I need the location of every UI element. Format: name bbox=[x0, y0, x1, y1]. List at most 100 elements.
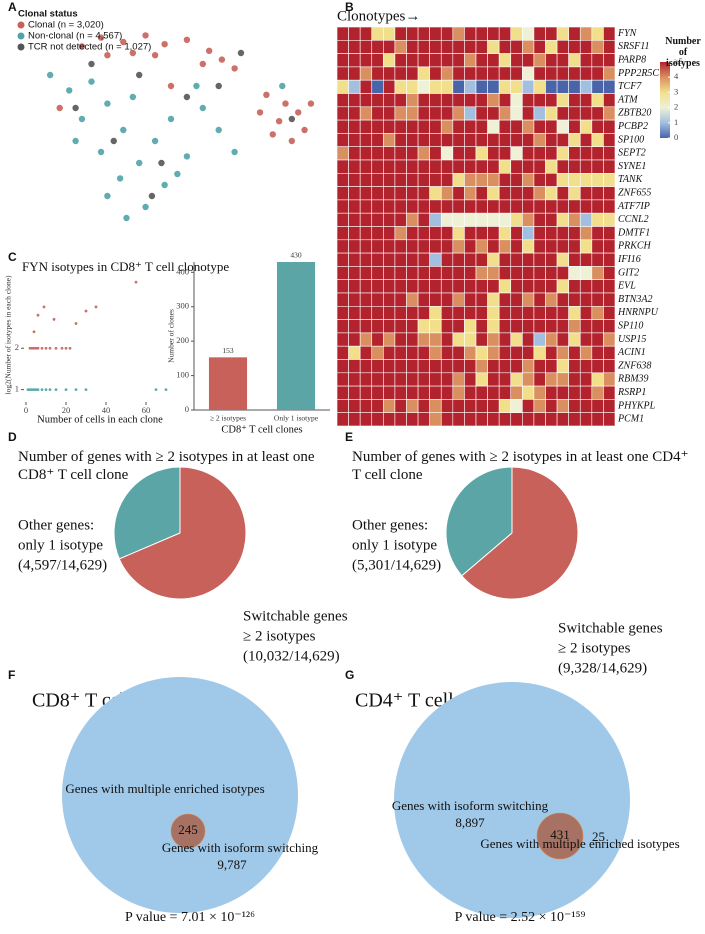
heatmap-cell bbox=[579, 93, 593, 108]
heatmap-cell bbox=[533, 345, 546, 360]
heatmap-cell bbox=[510, 359, 523, 374]
heatmap-cell bbox=[591, 372, 604, 387]
heatmap-cell bbox=[336, 399, 349, 413]
row-label: RBM39 bbox=[617, 374, 649, 385]
heatmap-cell bbox=[498, 186, 512, 201]
heatmap-cell bbox=[568, 305, 581, 320]
heatmap-cell bbox=[383, 239, 396, 254]
heatmap-cell bbox=[440, 133, 454, 147]
heatmap-cell bbox=[579, 239, 593, 254]
heatmap-cell bbox=[440, 399, 454, 413]
heatmap-cell bbox=[371, 399, 384, 413]
heatmap-cell bbox=[475, 173, 488, 187]
point bbox=[295, 109, 302, 116]
heatmap-cell bbox=[498, 39, 512, 54]
heatmap-cell bbox=[348, 133, 361, 147]
heatmap-cell bbox=[533, 133, 546, 147]
heatmap-cell bbox=[464, 173, 477, 187]
heatmap-cell bbox=[336, 319, 349, 334]
y-tick-label: 200 bbox=[176, 335, 189, 345]
heatmap-cell bbox=[533, 159, 546, 174]
slice-label: only 1 isotype bbox=[352, 537, 437, 553]
point bbox=[129, 49, 137, 57]
heatmap-cell bbox=[510, 252, 523, 267]
set-circle bbox=[62, 677, 298, 913]
heatmap-cell bbox=[556, 345, 569, 360]
heatmap-cell bbox=[383, 319, 396, 334]
heatmap-cell bbox=[406, 385, 419, 400]
heatmap-cell bbox=[591, 319, 604, 334]
heatmap-cell bbox=[440, 359, 454, 374]
heatmap-cell bbox=[452, 279, 465, 294]
heatmap-cell bbox=[348, 266, 361, 280]
heatmap-cell bbox=[348, 252, 361, 267]
heatmap-cell bbox=[487, 345, 500, 360]
heatmap-cell bbox=[371, 266, 384, 280]
heatmap-cell bbox=[348, 359, 361, 374]
heatmap-cell bbox=[579, 79, 593, 94]
heatmap-cell bbox=[429, 292, 442, 307]
heatmap-cell bbox=[591, 266, 604, 280]
y-axis-label: Number of clones bbox=[167, 309, 176, 363]
heatmap-cell bbox=[394, 53, 407, 68]
point bbox=[301, 126, 308, 134]
heatmap-cell bbox=[498, 93, 512, 108]
heatmap-cell bbox=[452, 146, 465, 161]
heatmap-cell bbox=[464, 412, 477, 427]
point bbox=[256, 109, 264, 116]
heatmap-cell bbox=[383, 292, 396, 307]
heatmap-cell bbox=[487, 385, 500, 400]
heatmap-cell bbox=[452, 252, 465, 267]
heatmap-cell bbox=[348, 399, 361, 413]
heatmap-cell bbox=[545, 26, 558, 41]
heatmap-cell bbox=[545, 133, 558, 147]
heatmap-cell bbox=[603, 332, 616, 347]
heatmap-cell bbox=[568, 279, 581, 294]
heatmap-cell bbox=[510, 173, 523, 187]
heatmap-cell bbox=[383, 252, 396, 267]
heatmap-cell bbox=[498, 146, 512, 161]
heatmap-cell bbox=[452, 106, 465, 121]
point bbox=[164, 388, 168, 391]
heatmap-cell bbox=[522, 212, 535, 227]
heatmap-cell bbox=[510, 53, 523, 68]
heatmap-cell bbox=[348, 319, 361, 334]
row-label: ZNF655 bbox=[618, 188, 651, 199]
heatmap-cell bbox=[579, 199, 593, 214]
row-label: FYN bbox=[617, 28, 638, 39]
heatmap-cell bbox=[383, 226, 396, 241]
heatmap-cell bbox=[359, 146, 373, 161]
point bbox=[88, 60, 95, 68]
heatmap-cell bbox=[440, 226, 454, 241]
point bbox=[54, 346, 58, 350]
point bbox=[104, 100, 111, 107]
heatmap-cell bbox=[568, 119, 581, 134]
heatmap-cell bbox=[533, 359, 546, 374]
panel-label: G bbox=[345, 668, 354, 682]
heatmap-cell bbox=[475, 345, 488, 360]
overlap-count: 245 bbox=[178, 822, 198, 837]
value-label: 430 bbox=[290, 251, 302, 260]
heatmap-cell bbox=[591, 173, 604, 187]
heatmap-cell bbox=[556, 146, 569, 161]
y-tick-label: 0 bbox=[185, 404, 189, 414]
heatmap-cell bbox=[440, 319, 454, 334]
heatmap-cell bbox=[487, 239, 500, 254]
heatmap-cell bbox=[406, 345, 419, 360]
heatmap-cell bbox=[417, 93, 430, 108]
point bbox=[231, 65, 238, 72]
point bbox=[48, 388, 52, 391]
heatmap-cell bbox=[498, 266, 512, 280]
heatmap-cell bbox=[464, 93, 477, 108]
heatmap-cell bbox=[371, 146, 384, 161]
heatmap-cell bbox=[452, 93, 465, 108]
heatmap-cell bbox=[464, 186, 477, 201]
heatmap-cell bbox=[487, 93, 500, 108]
heatmap-cell bbox=[603, 266, 616, 280]
heatmap-cell bbox=[568, 359, 581, 374]
heatmap-cell bbox=[464, 133, 477, 147]
heatmap-cell bbox=[336, 226, 349, 241]
heatmap-cell bbox=[394, 199, 407, 214]
point bbox=[56, 104, 63, 112]
heatmap-cell bbox=[545, 279, 558, 294]
